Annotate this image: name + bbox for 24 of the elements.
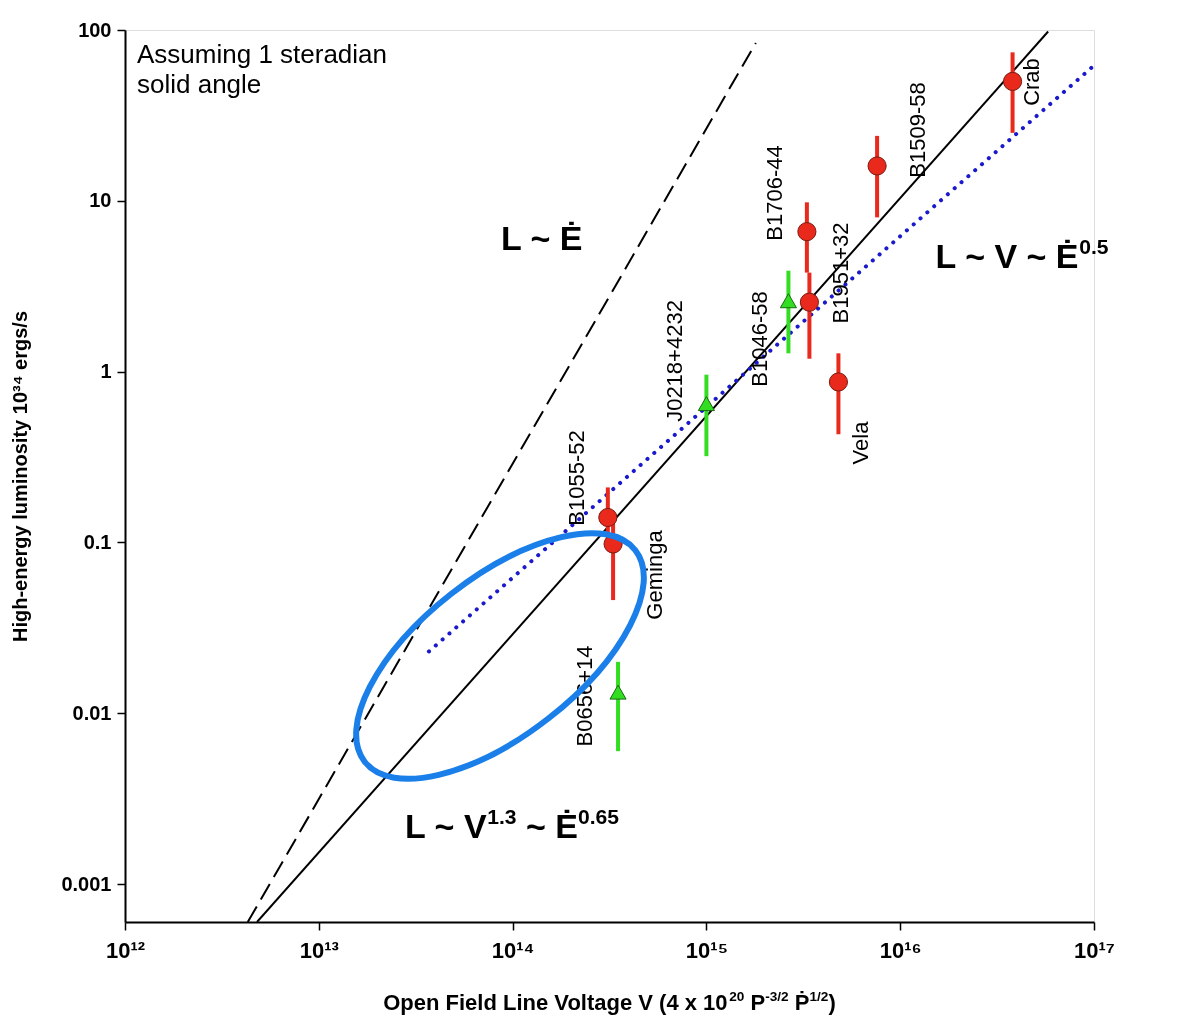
x-tick-label: 10¹⁵ <box>685 937 728 963</box>
x-tick-label: 10¹⁴ <box>491 937 535 963</box>
y-tick-label: 1 <box>100 360 112 383</box>
x-tick-label: 10¹³ <box>299 937 339 963</box>
y-tick-label: 0.01 <box>72 701 112 724</box>
annotation: J0218+4232 <box>662 300 687 422</box>
annotation: B1509-58 <box>905 82 930 178</box>
x-tick-label: 10¹⁷ <box>1074 937 1115 963</box>
y-tick-label: 0.1 <box>83 530 112 553</box>
y-tick-label: 0.001 <box>61 872 112 895</box>
annotation: Crab <box>1019 58 1044 106</box>
y-axis-title: High-energy luminosity 10³⁴ ergs/s <box>9 310 32 643</box>
annotation: B1046-58 <box>747 291 772 387</box>
annotation: B1706-44 <box>762 145 787 241</box>
annotation: Vela <box>848 420 873 465</box>
annotation: Geminga <box>642 529 667 620</box>
x-tick-label: 10¹² <box>105 937 146 963</box>
y-tick-label: 10 <box>89 189 112 212</box>
annotation: B1055-52 <box>564 430 589 526</box>
annotation: L ~ Ė <box>500 219 583 257</box>
x-tick-label: 10¹⁶ <box>879 937 922 963</box>
y-tick-label: 100 <box>78 18 112 41</box>
annotation: B1951+32 <box>828 222 853 324</box>
annotation: Assuming 1 steradian solid angle <box>137 39 388 99</box>
